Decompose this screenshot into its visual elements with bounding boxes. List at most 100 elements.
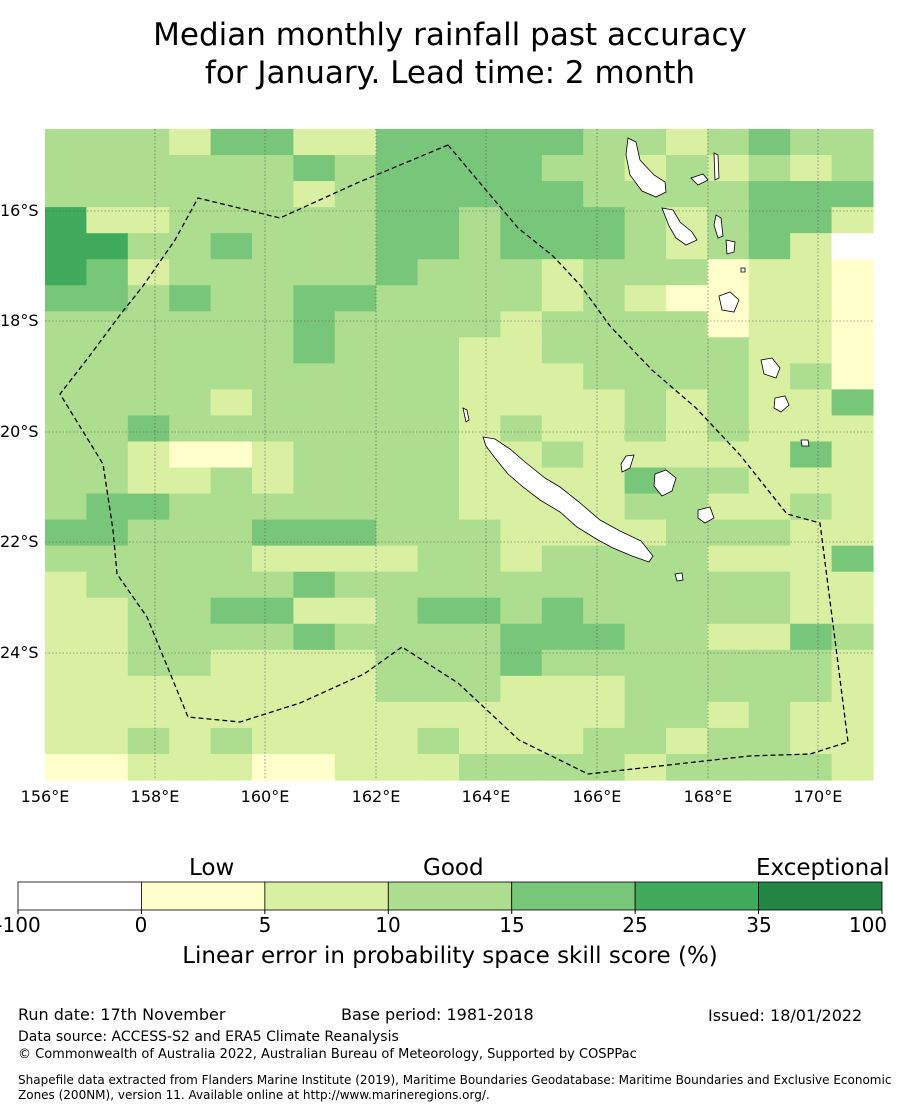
grid-cell (86, 597, 129, 625)
grid-cell (252, 181, 294, 208)
grid-cell (127, 467, 170, 495)
grid-cell (293, 389, 336, 417)
grid-cell (831, 285, 874, 312)
grid-cell (748, 623, 791, 651)
grid-cell (376, 597, 419, 625)
grid-cell (169, 285, 212, 312)
grid-cell (790, 311, 833, 338)
grid-cell (127, 701, 170, 729)
island-aneityum (773, 395, 790, 413)
grid-cell (666, 285, 708, 312)
grid-cell (748, 233, 791, 260)
grid-cell (748, 493, 791, 521)
grid-cell (127, 129, 170, 156)
grid-cell (790, 467, 833, 495)
grid-cell (334, 623, 377, 651)
grid-cell (831, 727, 874, 755)
grid-cell (748, 259, 791, 286)
grid-cell (541, 155, 584, 182)
grid-cell (334, 311, 377, 338)
grid-cell (169, 545, 212, 573)
lon-label-168e: 168°E (683, 787, 733, 806)
grid-cell (210, 337, 253, 364)
grid-cell (210, 415, 253, 443)
lon-label-170e: 170°E (793, 787, 843, 806)
grid-cell (583, 337, 626, 364)
grid-cell (210, 623, 253, 651)
grid-cell (459, 155, 501, 182)
grid-cell (252, 337, 294, 364)
grid-cell (45, 441, 87, 469)
colorbar-swatch (511, 881, 636, 911)
grid-cell (541, 259, 584, 286)
grid-cell (583, 129, 626, 156)
grid-cell (45, 571, 87, 599)
grid-cell (831, 181, 874, 208)
grid-cell (624, 727, 667, 755)
grid-cell (334, 727, 377, 755)
grid-cell (45, 285, 87, 312)
grid-cell (624, 311, 667, 338)
grid-cell (169, 649, 212, 677)
colorbar-swatch (264, 881, 389, 911)
grid-cell (127, 207, 170, 234)
grid-cell (459, 181, 501, 208)
grid-cell (334, 285, 377, 312)
grid-cell (541, 207, 584, 234)
grid-cell (790, 285, 833, 312)
grid-cell (45, 623, 87, 651)
grid-cell (293, 441, 336, 469)
grid-cell (334, 753, 377, 781)
grid-cell (624, 233, 667, 260)
grid-cell (45, 259, 87, 286)
grid-cell (169, 753, 212, 781)
grid-cell (293, 155, 336, 182)
grid-cell (748, 441, 791, 469)
grid-cell (86, 389, 129, 417)
lat-label-20s: 20°S (0, 422, 39, 441)
grid-cell (169, 467, 212, 495)
grid-cell (127, 363, 170, 390)
title-line-1: Median monthly rainfall past accuracy (153, 17, 747, 53)
grid-cell (831, 623, 874, 651)
grid-cell (252, 129, 294, 156)
grid-cell (293, 129, 336, 156)
lon-label-162e: 162°E (351, 787, 401, 806)
grid-cell (748, 311, 791, 338)
grid-cell (790, 389, 833, 417)
grid-cell (583, 675, 626, 703)
island-ambae (690, 173, 709, 186)
grid-cell (831, 415, 874, 443)
grid-cell (624, 597, 667, 625)
grid-cell (86, 441, 129, 469)
grid-cell (293, 337, 336, 364)
grid-cell (831, 233, 874, 260)
grid-cell (790, 233, 833, 260)
grid-cell (293, 415, 336, 443)
grid-cell (376, 259, 419, 286)
grid-cell (748, 753, 791, 781)
grid-cell (127, 597, 170, 625)
grid-cell (45, 467, 87, 495)
grid-cell (831, 545, 874, 573)
grid-cell (334, 649, 377, 677)
grid-cell (376, 753, 419, 781)
island-loyalty-lifou (653, 469, 677, 497)
grid-cell (666, 181, 708, 208)
grid-cell (624, 285, 667, 312)
grid-cell (541, 571, 584, 599)
eez-boundary (59, 144, 849, 775)
grid-cell (86, 155, 129, 182)
grid-cell (583, 415, 626, 443)
grid-cell (169, 311, 212, 338)
lon-label-160e: 160°E (240, 787, 290, 806)
grid-cell (417, 233, 460, 260)
grid-cell (707, 311, 750, 338)
grid-cell (169, 493, 212, 521)
grid-cell (541, 727, 584, 755)
grid-cell (86, 649, 129, 677)
title-line-2: for January. Lead time: 2 month (204, 55, 696, 91)
grid-cell (541, 285, 584, 312)
grid-cell (500, 545, 543, 573)
grid-cell (500, 363, 543, 390)
